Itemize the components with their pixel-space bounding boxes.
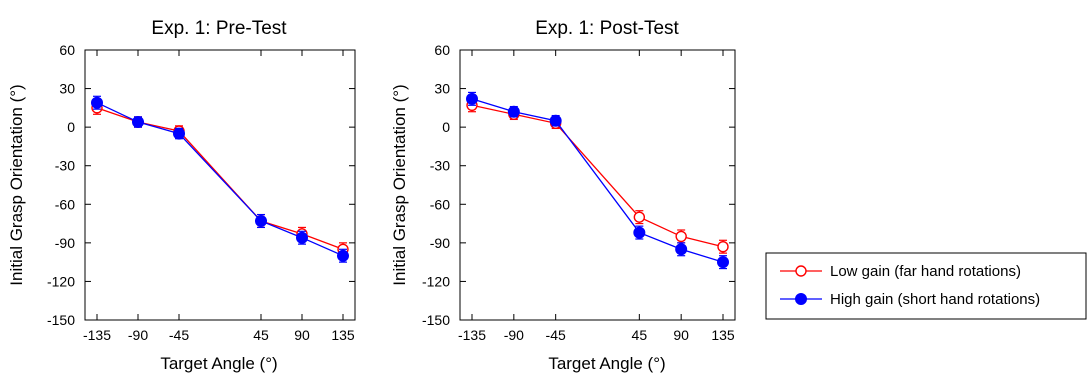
y-axis-label: Initial Grasp Orientation (°) [390,84,409,285]
y-tick-label: -90 [55,235,75,251]
x-tick-label: -45 [169,327,189,343]
x-tick-label: 45 [632,327,648,343]
data-point [549,114,562,127]
y-tick-label: -30 [430,158,450,174]
data-point [296,231,308,244]
x-tick-label: 135 [331,327,355,343]
data-point [337,249,349,262]
chart-post-test: Exp. 1: Post-Test -150 -120 -90 -60 -30 0 30 60 -… [390,18,736,373]
y-axis-label: Initial Grasp Orientation (°) [7,84,26,285]
x-tick-label: 90 [673,327,689,343]
legend-box [765,252,1087,320]
data-point [466,92,478,105]
y-tick-label: -150 [422,312,450,328]
legend-entry: Low gain (far hand rotations) [780,263,1021,280]
series-low-gain [91,100,349,257]
x-tick-label: -135 [83,327,111,343]
y-tick-label: -60 [55,196,75,212]
chart-title: Exp. 1: Post-Test [535,18,679,39]
chart-pre-test: Exp. 1: Pre-Test -150 -120 -90 -60 -30 0 30 60 -1… [7,18,356,373]
series-line [471,104,724,248]
x-tick-label: 45 [253,327,269,343]
y-tick-label: 0 [442,119,450,135]
data-point [717,256,729,269]
y-tick-label: -90 [430,235,450,251]
y-tick-label: 30 [434,81,450,97]
y-tick-label: 60 [434,42,450,58]
x-tick-label: -135 [458,327,486,343]
x-axis-label: Target Angle (°) [548,354,665,373]
y-tick-label: 60 [59,42,75,58]
y-tick-label: -120 [47,273,75,289]
data-point [173,127,185,140]
legend-marker [795,265,807,277]
legend-marker [795,293,807,305]
data-point [132,116,144,128]
series-high-gain [466,91,729,270]
y-tick-label: -60 [430,196,450,212]
x-tick-label: -90 [128,327,148,343]
plot-frame [459,49,736,321]
y-tick-label: 0 [67,119,75,135]
x-tick-label: 90 [294,327,310,343]
legend-label: High gain (short hand rotations) [830,291,1040,308]
data-point [675,230,687,243]
y-tick-label: -120 [422,273,450,289]
y-tick-label: -150 [47,312,75,328]
data-point [675,243,688,256]
data-point [633,211,646,223]
data-point [507,105,520,118]
x-axis-label: Target Angle (°) [160,354,277,373]
x-tick-label: 135 [711,327,735,343]
series-high-gain [91,95,349,263]
legend-entry: High gain (short hand rotations) [780,291,1040,308]
legend-label: Low gain (far hand rotations) [830,263,1021,280]
legend: Low gain (far hand rotations) High gain (… [765,252,1087,320]
data-point [255,215,267,227]
x-tick-label: -90 [504,327,524,343]
series-line [96,107,344,250]
y-tick-label: 30 [59,81,75,97]
plot-frame [84,49,356,321]
data-point [91,96,103,109]
data-point [633,226,646,239]
x-tick-label: -45 [546,327,566,343]
y-tick-label: -30 [55,158,75,174]
series-line [96,102,344,257]
series-line [471,98,724,263]
data-point [717,241,729,253]
chart-title: Exp. 1: Pre-Test [151,18,287,39]
